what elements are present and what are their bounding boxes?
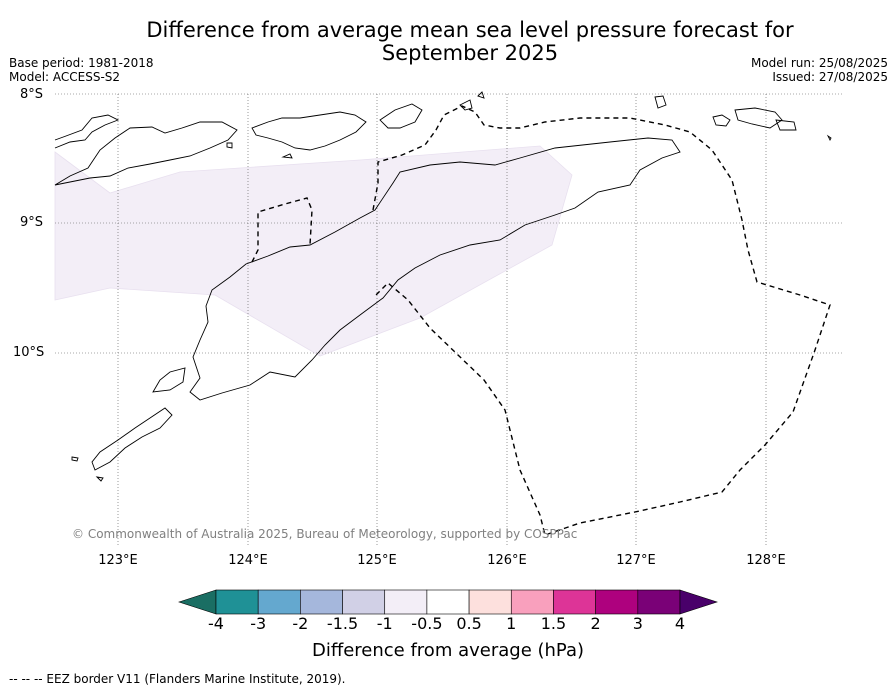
colorbar-tick-label: 1: [506, 614, 517, 633]
colorbar-cell: [553, 589, 596, 615]
colorbar-tick-label: -2: [292, 614, 309, 633]
colorbar-extend-low: [178, 589, 217, 615]
colorbar-cell: [215, 589, 259, 615]
colorbar-tick-label: 2: [590, 614, 601, 633]
chart-title: Difference from average mean sea level p…: [100, 19, 840, 65]
anomaly-region: [54, 145, 573, 357]
base-period: Base period: 1981-2018: [9, 56, 154, 70]
meta-left: Base period: 1981-2018 Model: ACCESS-S2: [9, 56, 154, 84]
colorbar-extend-high: [679, 589, 718, 615]
title-line-2: September 2025: [381, 41, 559, 65]
lon-label-124e: 124°E: [228, 553, 268, 568]
colorbar-cell: [510, 589, 554, 615]
colorbar-cell: [637, 589, 681, 615]
colorbar-label: Difference from average (hPa): [311, 640, 585, 661]
colorbar-tick-label: -1: [376, 614, 393, 633]
lat-label-9s: 9°S: [20, 215, 44, 230]
colorbar-tick-label: -4: [208, 614, 224, 633]
lat-label-10s: 10°S: [13, 345, 45, 360]
coastlines: [54, 91, 832, 482]
lon-label-125e: 125°E: [357, 553, 397, 568]
lon-label-123e: 123°E: [98, 553, 138, 568]
colorbar-tick-label: -3: [250, 614, 267, 633]
copyright-notice: © Commonwealth of Australia 2025, Bureau…: [72, 527, 578, 541]
colorbar-tick-label: 3: [632, 614, 643, 633]
colorbar-cell: [342, 589, 386, 615]
colorbar-tick-label: -0.5: [411, 614, 443, 633]
colorbar-cell: [595, 589, 639, 615]
title-line-1: Difference from average mean sea level p…: [146, 18, 794, 42]
model-run: Model run: 25/08/2025: [750, 56, 888, 70]
colorbar-tick-label: -1.5: [326, 614, 359, 633]
meta-right: Model run: 25/08/2025 Issued: 27/08/2025: [751, 56, 888, 84]
model-name: Model: ACCESS-S2: [9, 70, 121, 84]
colorbar-tick-label: 0.5: [456, 614, 482, 633]
eez-footnote: -- -- -- EEZ border V11 (Flanders Marine…: [9, 672, 346, 686]
colorbar-cell: [384, 589, 428, 615]
lon-label-128e: 128°E: [746, 553, 786, 568]
issued-date: Issued: 27/08/2025: [772, 70, 888, 84]
colorbar-cell: [468, 589, 512, 615]
colorbar-tick-label: 4: [674, 614, 686, 633]
colorbar-cell: [300, 589, 343, 615]
lat-label-8s: 8°S: [20, 87, 44, 102]
colorbar-cell: [426, 589, 470, 615]
colorbar-cell: [257, 589, 301, 615]
lon-label-126e: 126°E: [487, 553, 527, 568]
eez-borders: [251, 105, 831, 536]
lon-label-127e: 127°E: [616, 553, 656, 568]
gridlines: [55, 93, 843, 545]
colorbar-tick-label: 1.5: [540, 614, 567, 633]
